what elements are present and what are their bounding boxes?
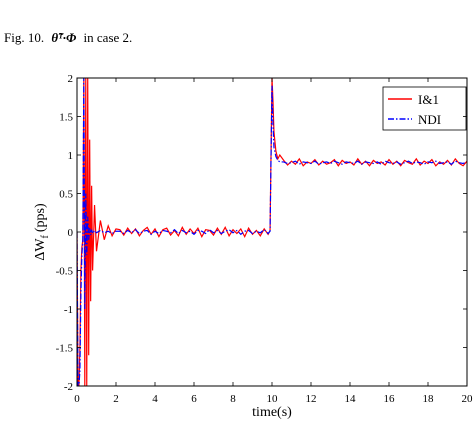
caption: Fig. 10. θ̃ᵀ·Φ in case 2.	[4, 30, 132, 45]
y-tick-label: 0.5	[59, 189, 73, 201]
ticks: 0 2 4 6 8 10 12 14 16 18 20 2 1.5 1 0.5 0 -0.5 -1 -1.5 -2	[56, 73, 473, 405]
x-tick-label: 18	[423, 393, 435, 405]
x-axis-label: time(s)	[252, 405, 292, 420]
series-line	[77, 78, 467, 386]
y-tick-label: 1.5	[59, 112, 73, 124]
y-tick-label: 1	[68, 150, 74, 162]
x-tick-label: 10	[267, 393, 279, 405]
x-tick-label: 8	[230, 393, 236, 405]
x-tick-label: 20	[462, 393, 474, 405]
y-tick-label: -1	[64, 304, 73, 316]
legend-label: I&1	[418, 92, 439, 107]
legend-label: NDI	[418, 112, 441, 127]
legend: I&1 NDI	[382, 86, 467, 131]
caption-math: θ̃ᵀ·Φ	[51, 30, 77, 45]
x-tick-label: 2	[113, 393, 119, 405]
y-label-unit: (pps)	[33, 203, 48, 232]
x-tick-label: 12	[306, 393, 317, 405]
y-tick-label: 2	[68, 73, 74, 85]
x-tick-label: 14	[345, 393, 357, 405]
y-tick-label: 0	[68, 227, 74, 239]
caption-prefix: Fig. 10.	[4, 30, 44, 45]
y-tick-label: -0.5	[56, 266, 74, 278]
x-tick-label: 0	[74, 393, 80, 405]
legend-box	[382, 86, 467, 131]
series-line	[77, 78, 467, 386]
plot-lines	[77, 78, 467, 386]
y-tick-label: -2	[64, 381, 73, 393]
y-axis-label: ΔWf (pps)	[33, 203, 51, 261]
x-tick-label: 6	[191, 393, 197, 405]
y-label-sub: f	[40, 234, 51, 238]
y-label-main: ΔW	[33, 238, 48, 261]
x-tick-label: 4	[152, 393, 158, 405]
x-tick-label: 16	[384, 393, 396, 405]
y-tick-label: -1.5	[56, 343, 74, 355]
caption-suffix: in case 2.	[84, 30, 133, 45]
